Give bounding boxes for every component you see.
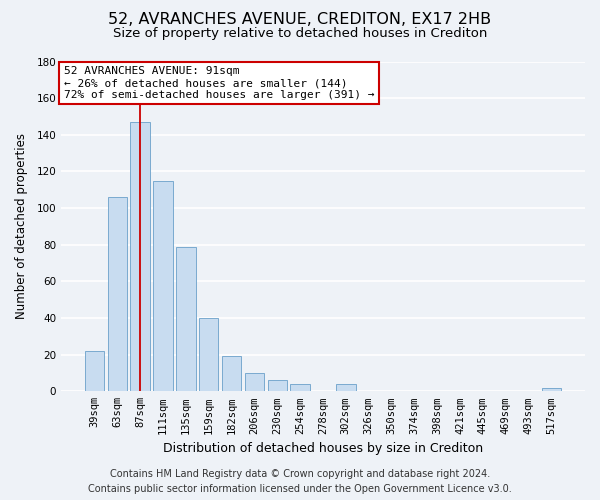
Bar [268, 380, 287, 392]
Bar [130, 122, 150, 392]
Bar [199, 318, 218, 392]
Bar [222, 356, 241, 392]
Y-axis label: Number of detached properties: Number of detached properties [15, 134, 28, 320]
Bar [290, 384, 310, 392]
Text: 52, AVRANCHES AVENUE, CREDITON, EX17 2HB: 52, AVRANCHES AVENUE, CREDITON, EX17 2HB [109, 12, 491, 28]
Bar [245, 373, 264, 392]
Bar [176, 246, 196, 392]
Bar [85, 351, 104, 392]
X-axis label: Distribution of detached houses by size in Crediton: Distribution of detached houses by size … [163, 442, 483, 455]
Bar [542, 388, 561, 392]
Bar [154, 180, 173, 392]
Text: Contains HM Land Registry data © Crown copyright and database right 2024.
Contai: Contains HM Land Registry data © Crown c… [88, 468, 512, 493]
Text: 52 AVRANCHES AVENUE: 91sqm
← 26% of detached houses are smaller (144)
72% of sem: 52 AVRANCHES AVENUE: 91sqm ← 26% of deta… [64, 66, 374, 100]
Bar [107, 197, 127, 392]
Bar [336, 384, 356, 392]
Text: Size of property relative to detached houses in Crediton: Size of property relative to detached ho… [113, 28, 487, 40]
